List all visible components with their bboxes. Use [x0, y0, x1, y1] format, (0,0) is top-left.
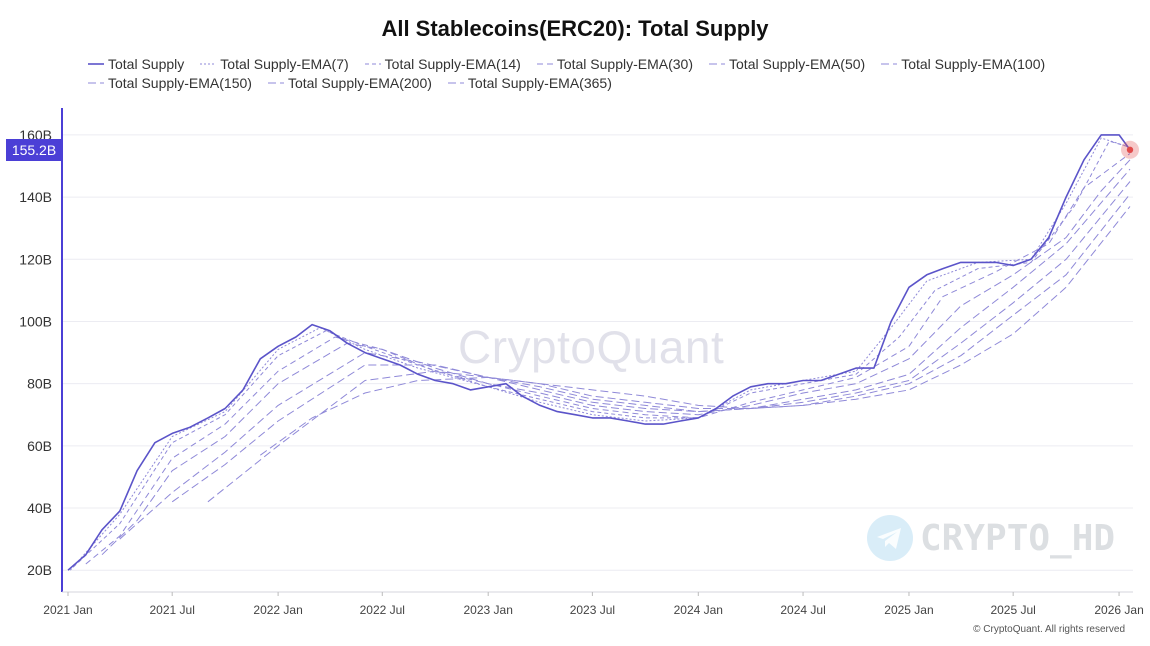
- series-line-total-supply-ema-365: [260, 206, 1131, 456]
- legend-item[interactable]: Total Supply-EMA(200): [267, 73, 432, 92]
- legend-label: Total Supply-EMA(7): [220, 55, 349, 72]
- last-value-badge: 155.2B: [6, 138, 62, 161]
- channel-watermark-text: CRYPTO_HD: [920, 517, 1116, 559]
- y-tick-label: 60B: [27, 438, 52, 454]
- legend-item[interactable]: Total Supply-EMA(14): [364, 54, 521, 73]
- series-line-total-supply-ema-200: [207, 193, 1131, 503]
- legend-swatch: [88, 82, 104, 83]
- chart-title: All Stablecoins(ERC20): Total Supply: [381, 16, 769, 41]
- legend-label: Total Supply-EMA(200): [287, 74, 432, 91]
- legend-item[interactable]: Total Supply-EMA(7): [200, 54, 349, 73]
- legend-label: Total Supply-EMA(100): [901, 55, 1046, 72]
- channel-watermark: CRYPTO_HD: [866, 514, 1115, 562]
- legend-row-2: Total Supply-EMA(150) Total Supply-EMA(20…: [88, 73, 1088, 92]
- legend-swatch: [88, 62, 104, 65]
- legend-label: Total Supply-EMA(14): [384, 55, 521, 72]
- legend-swatch: [881, 63, 898, 64]
- x-tick-label: 2025 Jan: [884, 603, 933, 617]
- legend-item[interactable]: Total Supply-EMA(50): [709, 54, 865, 73]
- legend-label: Total Supply-EMA(150): [108, 74, 252, 91]
- legend-swatch: [709, 63, 726, 64]
- x-tick-label: 2024 Jan: [674, 603, 723, 617]
- legend-item[interactable]: Total Supply-EMA(365): [447, 73, 612, 92]
- legend-swatch: [447, 82, 464, 83]
- legend-label: Total Supply-EMA(50): [729, 55, 866, 72]
- legend-label: Total Supply-EMA(30): [556, 55, 694, 72]
- series-line-total-supply-ema-50: [101, 159, 1131, 556]
- x-tick-label: 2026 Jan: [1094, 603, 1143, 617]
- series-line-total-supply-ema-150: [171, 181, 1131, 503]
- copyright-notice: © CryptoQuant. All rights reserved: [973, 624, 1125, 635]
- y-tick-label: 20B: [27, 562, 52, 578]
- telegram-icon: [867, 515, 913, 561]
- y-tick-label: 100B: [19, 313, 52, 329]
- legend-swatch: [364, 63, 381, 64]
- legend-label: Total Supply-EMA(365): [467, 74, 612, 91]
- legend-item[interactable]: Total Supply: [88, 54, 184, 73]
- legend: Total Supply Total Supply-EMA(7) Total Sup…: [88, 54, 1088, 92]
- legend-item[interactable]: Total Supply-EMA(30): [536, 54, 694, 73]
- legend-label: Total Supply: [108, 55, 185, 72]
- x-tick-label: 2022 Jul: [360, 603, 405, 617]
- legend-swatch: [536, 63, 553, 64]
- y-tick-label: 40B: [27, 500, 52, 516]
- legend-row-1: Total Supply Total Supply-EMA(7) Total Sup…: [88, 54, 1088, 73]
- x-tick-label: 2022 Jan: [253, 603, 302, 617]
- legend-swatch: [267, 82, 284, 83]
- series-line-total-supply-ema-7: [69, 137, 1131, 571]
- series-line-total-supply-ema-14: [72, 140, 1131, 568]
- series-line-total-supply: [67, 134, 1131, 571]
- x-tick-label: 2025 Jul: [990, 603, 1035, 617]
- last-point-marker: [1126, 146, 1134, 154]
- x-tick-label: 2023 Jan: [463, 603, 512, 617]
- legend-item[interactable]: Total Supply-EMA(150): [88, 73, 252, 92]
- legend-swatch: [200, 63, 217, 64]
- x-tick-label: 2023 Jul: [570, 603, 615, 617]
- legend-item[interactable]: Total Supply-EMA(100): [881, 54, 1045, 73]
- y-tick-label: 80B: [27, 376, 52, 392]
- y-tick-label: 140B: [19, 189, 52, 205]
- y-tick-label: 120B: [19, 251, 52, 267]
- series-line-total-supply-ema-100: [119, 168, 1131, 540]
- x-tick-label: 2021 Jul: [149, 603, 194, 617]
- cryptoquant-watermark: CryptoQuant: [458, 321, 725, 373]
- x-tick-label: 2021 Jan: [43, 603, 92, 617]
- x-tick-label: 2024 Jul: [780, 603, 825, 617]
